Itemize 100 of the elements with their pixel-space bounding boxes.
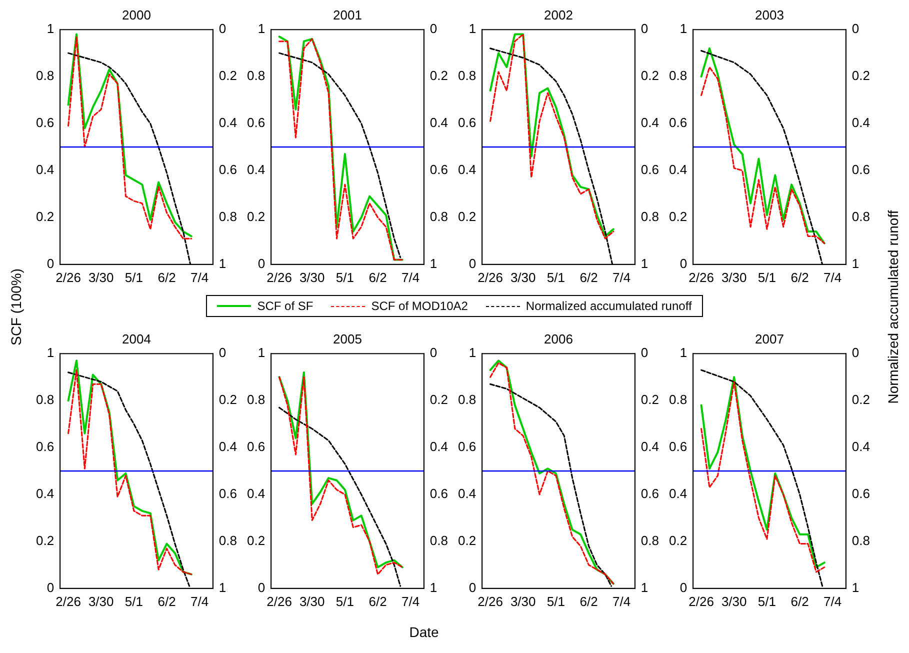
y-tick-label: 0.8 (458, 68, 476, 84)
chart-title: 2006 (544, 331, 573, 346)
y2-tick-label: 0 (218, 345, 226, 360)
y-tick-label: 1 (258, 21, 266, 36)
y-tick-label: 1 (46, 345, 54, 360)
y2-tick-label: 1 (640, 580, 648, 595)
legend-label: SCF of SF (257, 299, 314, 313)
x-tick-label: 7/4 (190, 594, 209, 609)
y2-tick-label: 1 (430, 580, 438, 595)
x-tick-label: 5/1 (124, 594, 143, 609)
y2-tick-label: 1 (218, 256, 226, 271)
y2-tick-label: 0.2 (430, 392, 448, 408)
y2-tick-label: 0.4 (640, 439, 660, 454)
y2-tick-label: 1 (218, 580, 226, 595)
y-tick-label: 0.6 (668, 115, 688, 130)
y2-tick-label: 0.6 (640, 162, 660, 178)
y-tick-label: 0.4 (668, 162, 688, 178)
y-tick-label: 0.6 (458, 439, 476, 454)
x-tick-label: 6/2 (790, 270, 809, 285)
y2-tick-label: 0.8 (430, 209, 448, 224)
y2-tick-label: 0.2 (430, 68, 448, 84)
x-tick-label: 5/1 (336, 594, 354, 609)
y-tick-label: 0.2 (246, 209, 266, 224)
y-tick-label: 0.4 (458, 162, 476, 178)
y2-tick-label: 0.8 (852, 533, 870, 548)
y-tick-label: 0.2 (668, 209, 688, 224)
chart-title: 2002 (544, 7, 573, 22)
y2-tick-label: 0.6 (430, 486, 448, 502)
y2-tick-label: 0 (430, 21, 438, 36)
y-tick-label: 0.8 (36, 68, 54, 84)
x-tick-label: 3/30 (88, 594, 114, 609)
x-tick-label: 3/30 (299, 270, 325, 285)
chart-title: 2007 (755, 331, 784, 346)
x-tick-label: 2/26 (478, 594, 503, 609)
chart-title: 2004 (122, 331, 151, 346)
chart-title: 2000 (122, 7, 151, 22)
x-tick-label: 3/30 (721, 270, 747, 285)
x-tick-label: 7/4 (402, 270, 420, 285)
x-tick-label: 3/30 (721, 594, 747, 609)
y-axis-title: SCF (100%) (8, 268, 24, 346)
y2-tick-label: 0.4 (218, 439, 238, 454)
legend-label: Normalized accumulated runoff (526, 299, 692, 313)
y-tick-label: 0.8 (246, 68, 266, 84)
y-tick-label: 0.8 (458, 392, 476, 408)
y2-tick-label: 0.8 (218, 533, 238, 548)
x-tick-label: 7/4 (612, 270, 631, 285)
y-tick-label: 0.8 (246, 392, 266, 408)
y2-tick-label: 0.4 (852, 115, 870, 130)
y2-tick-label: 1 (852, 256, 860, 271)
y2-tick-label: 0.8 (640, 209, 660, 224)
x-tick-label: 2/26 (688, 594, 714, 609)
y-tick-label: 0.8 (36, 392, 54, 408)
y2-axis-title: Normalized accumulated runoff (885, 210, 901, 404)
x-tick-label: 7/4 (824, 270, 842, 285)
chart-title: 2001 (333, 7, 362, 22)
y2-tick-label: 0.4 (430, 115, 448, 130)
y2-tick-label: 0.8 (430, 533, 448, 548)
y-tick-label: 1 (680, 21, 688, 36)
y2-tick-label: 0.4 (430, 439, 448, 454)
y2-tick-label: 0.2 (852, 68, 870, 84)
y2-tick-label: 0.8 (218, 209, 238, 224)
x-tick-label: 6/2 (368, 594, 387, 609)
y-tick-label: 0 (258, 580, 266, 595)
x-tick-label: 2/26 (266, 270, 292, 285)
y2-tick-label: 0.8 (852, 209, 870, 224)
x-tick-label: 5/1 (124, 270, 143, 285)
x-tick-label: 3/30 (510, 594, 536, 609)
y-tick-label: 0.4 (668, 486, 688, 502)
x-tick-label: 7/4 (190, 270, 209, 285)
y2-tick-label: 1 (852, 580, 860, 595)
x-tick-label: 5/1 (546, 594, 565, 609)
x-tick-label: 6/2 (368, 270, 387, 285)
x-tick-label: 7/4 (402, 594, 420, 609)
y-tick-label: 0.6 (246, 439, 266, 454)
y2-tick-label: 0.2 (640, 392, 660, 408)
y-tick-label: 0.4 (246, 486, 266, 502)
y-tick-label: 0.8 (668, 68, 688, 84)
y-tick-label: 0.4 (458, 486, 476, 502)
y2-tick-label: 0.6 (218, 162, 238, 178)
x-tick-label: 5/1 (758, 270, 776, 285)
y2-tick-label: 1 (430, 256, 438, 271)
y-tick-label: 0 (46, 580, 54, 595)
legend-label: SCF of MOD10A2 (371, 299, 468, 313)
y-tick-label: 1 (468, 21, 476, 36)
y2-tick-label: 0 (640, 21, 648, 36)
y-tick-label: 0 (468, 256, 476, 271)
y2-tick-label: 0.6 (430, 162, 448, 178)
y-tick-label: 0.6 (36, 439, 54, 454)
y2-tick-label: 0.6 (852, 162, 870, 178)
y-tick-label: 0.2 (36, 533, 54, 548)
y2-tick-label: 0.4 (852, 439, 870, 454)
y2-tick-label: 0.6 (852, 486, 870, 502)
y-tick-label: 0.4 (36, 162, 54, 178)
y-tick-label: 1 (46, 21, 54, 36)
y2-tick-label: 0.6 (640, 486, 660, 502)
y-tick-label: 0.8 (668, 392, 688, 408)
x-tick-label: 3/30 (510, 270, 536, 285)
y2-tick-label: 0.2 (218, 68, 238, 84)
y2-tick-label: 1 (640, 256, 648, 271)
y-tick-label: 1 (258, 345, 266, 360)
